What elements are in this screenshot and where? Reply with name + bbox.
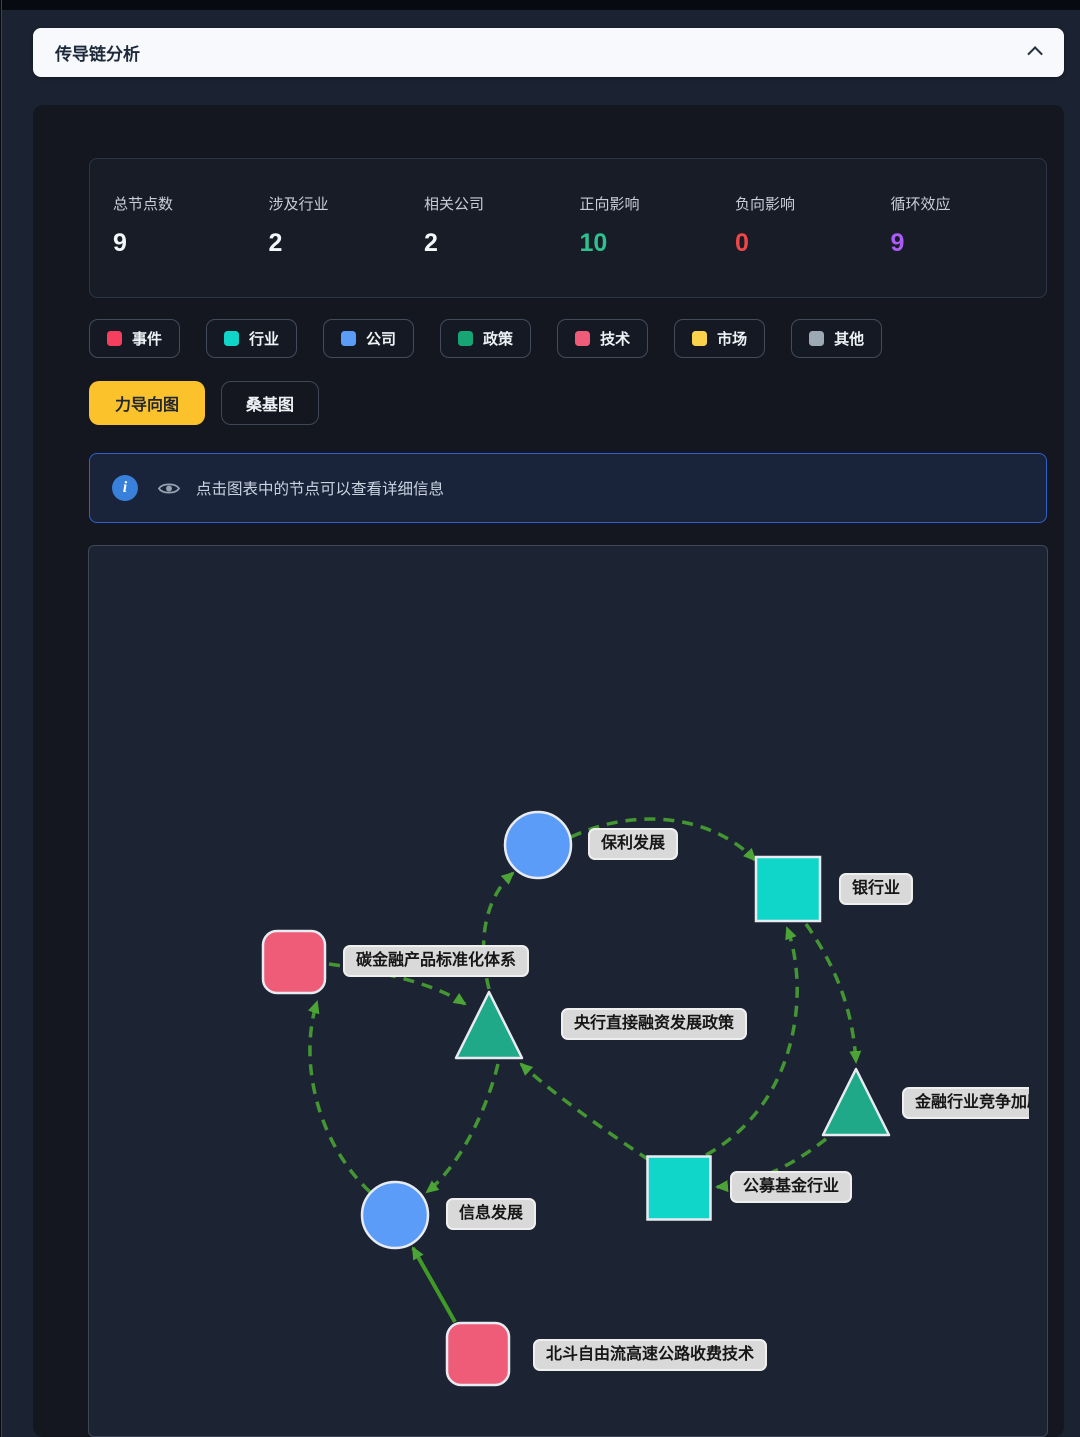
force-graph-card: 保利发展银行业碳金融产品标准化体系央行直接融资发展政策金融行业竞争加剧公募基金行… [88,545,1048,1437]
stat-label: 负向影响 [735,196,796,213]
analysis-panel: 总节点数 9 涉及行业 2 相关公司 2 正向影响 10 负向影响 0 循环效应… [33,105,1064,1437]
stats-summary: 总节点数 9 涉及行业 2 相关公司 2 正向影响 10 负向影响 0 循环效应… [89,158,1047,298]
node-label-baoli[interactable]: 保利发展 [587,828,679,860]
legend-swatch [224,331,240,346]
info-banner: i 点击图表中的节点可以查看详细信息 [89,453,1047,523]
graph-node-tanjinrong[interactable] [261,929,327,995]
legend-label: 事件 [132,331,163,348]
stat-label: 循环效应 [890,196,951,213]
stat-positive-impact: 正向影响 10 [580,193,736,297]
stat-industries: 涉及行业 2 [269,193,425,297]
eye-icon [158,481,180,496]
legend-chip-other[interactable]: 其他 [791,319,883,358]
node-label-xinxi[interactable]: 信息发展 [445,1198,537,1230]
chevron-up-icon[interactable] [1027,46,1043,62]
page-title: 传导链分析 [55,45,140,64]
legend: 事件 行业 公司 政策 技术 市场 其他 [89,319,883,358]
stat-label: 总节点数 [113,196,174,213]
graph-node-beidou[interactable] [445,1321,511,1387]
graph-edge-xinxi-tanjinrong [307,1000,372,1194]
force-graph-canvas[interactable]: 保利发展银行业碳金融产品标准化体系央行直接融资发展政策金融行业竞争加剧公募基金行… [89,546,1029,1436]
stat-total-nodes: 总节点数 9 [113,193,269,297]
force-graph-svg [261,810,891,1387]
stat-value: 2 [424,229,438,257]
node-label-yanghang[interactable]: 央行直接融资发展政策 [560,1008,748,1040]
legend-chip-industry[interactable]: 行业 [206,319,298,358]
legend-swatch [341,331,357,346]
node-label-yinhangye[interactable]: 银行业 [838,873,914,905]
graph-edge-baoli-yinhangye [570,817,757,862]
node-label-tanjinrong[interactable]: 碳金融产品标准化体系 [342,945,530,977]
stat-value: 2 [268,229,283,257]
top-strip [0,0,1080,10]
legend-swatch [575,331,591,346]
legend-label: 技术 [600,331,631,348]
legend-label: 行业 [249,331,280,348]
graph-edge-gongmu-yanghang [519,1062,650,1162]
graph-node-yanghang[interactable] [454,990,524,1060]
legend-chip-market[interactable]: 市场 [674,319,766,358]
legend-chip-technology[interactable]: 技术 [557,319,649,358]
stat-value: 10 [579,229,608,257]
graph-node-gongmu[interactable] [646,1155,712,1221]
stat-negative-impact: 负向影响 0 [735,193,891,297]
stat-label: 正向影响 [579,196,640,213]
graph-node-baoli[interactable] [503,810,573,880]
info-text: 点击图表中的节点可以查看详细信息 [196,481,445,498]
legend-swatch [692,331,708,346]
graph-edge-gongmu-yinhangye [705,926,799,1157]
legend-label: 其他 [834,331,865,348]
stat-cycle-effect: 循环效应 9 [891,193,1047,297]
legend-swatch [107,331,122,346]
stat-value: 0 [735,229,749,257]
legend-chip-policy[interactable]: 政策 [440,319,532,358]
graph-edge-yinhangye-jingzheng [804,922,862,1064]
legend-label: 政策 [483,331,514,348]
legend-chip-company[interactable]: 公司 [323,319,415,358]
graph-node-yinhangye[interactable] [754,855,822,923]
graph-node-xinxi[interactable] [360,1180,430,1250]
legend-swatch [458,331,474,346]
legend-chip-event[interactable]: 事件 [89,319,181,358]
graph-edge-beidou-xinxi [411,1246,457,1323]
tab-force-graph[interactable]: 力导向图 [89,381,206,425]
info-icon: i [112,475,138,501]
left-panel-border [0,0,2,1437]
graph-edge-yanghang-xinxi [425,1063,500,1194]
legend-label: 公司 [366,331,397,348]
node-label-gongmu[interactable]: 公募基金行业 [729,1171,853,1203]
node-label-jingzheng[interactable]: 金融行业竞争加剧 [902,1087,1029,1119]
view-switcher: 力导向图 桑基图 [89,381,320,425]
graph-edge-yanghang-baoli [481,871,515,990]
section-header[interactable]: 传导链分析 [33,28,1064,77]
stat-label: 相关公司 [424,196,485,213]
tab-sankey[interactable]: 桑基图 [221,381,320,425]
node-label-beidou[interactable]: 北斗自由流高速公路收费技术 [532,1339,768,1371]
stat-value: 9 [113,229,127,257]
graph-node-jingzheng[interactable] [821,1067,891,1137]
stat-label: 涉及行业 [268,196,329,213]
legend-swatch [809,331,825,346]
stat-companies: 相关公司 2 [424,193,580,297]
legend-label: 市场 [717,331,748,348]
stat-value: 9 [890,229,905,257]
